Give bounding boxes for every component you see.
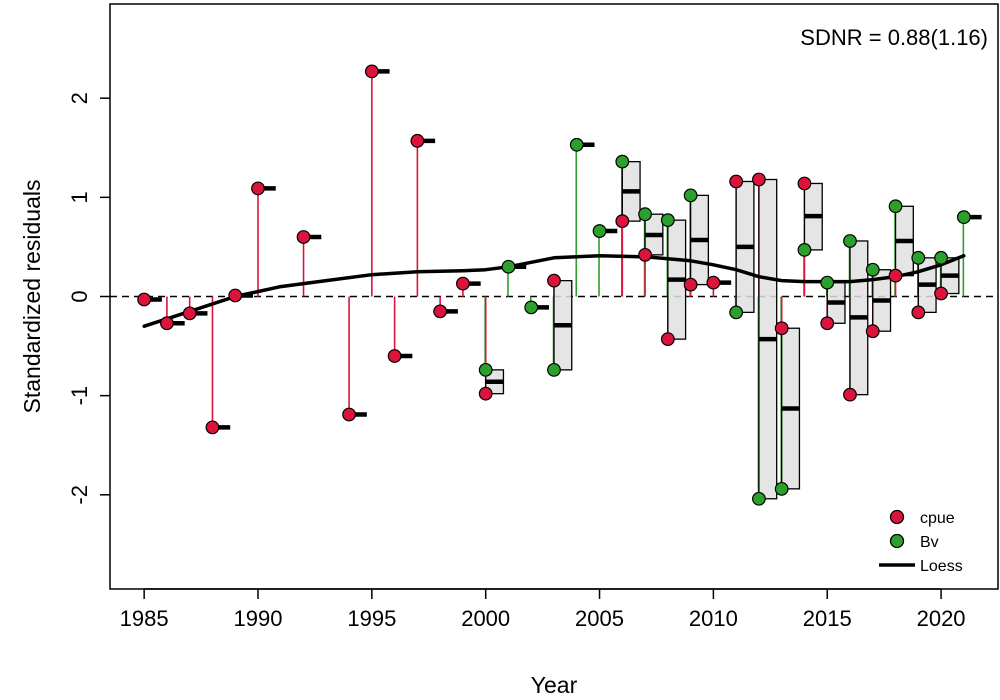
y-tick-label-2: 2 bbox=[67, 92, 92, 104]
y-axis: -2 -1 0 1 2 bbox=[67, 92, 110, 505]
bv-point-2015 bbox=[820, 275, 835, 290]
x-tick-label-2005: 2005 bbox=[575, 606, 624, 631]
x-tick-label-1995: 1995 bbox=[347, 606, 396, 631]
x-axis: 1985 1990 1995 2000 2005 2010 2015 2020 bbox=[120, 588, 966, 631]
x-axis-title: Year bbox=[531, 672, 578, 698]
bv-point-2005 bbox=[592, 224, 607, 238]
plot-area bbox=[110, 64, 998, 506]
cpue-point-1989 bbox=[228, 288, 243, 303]
x-tick-label-1990: 1990 bbox=[234, 606, 283, 631]
cpue-point-2020 bbox=[934, 286, 948, 301]
legend-cpue-marker bbox=[889, 509, 905, 525]
cpue-point-1997 bbox=[410, 133, 425, 148]
cpue-point-2007 bbox=[638, 247, 652, 262]
y-tick-label--1: -1 bbox=[67, 386, 92, 406]
bv-point-2000 bbox=[478, 362, 493, 377]
bv-point-2017 bbox=[865, 262, 880, 277]
bv-point-2016 bbox=[843, 234, 857, 248]
cpue-point-2000 bbox=[478, 386, 493, 401]
residual-points bbox=[137, 64, 971, 506]
legend-bv-marker bbox=[889, 533, 905, 549]
legend: cpue Bv Loess bbox=[879, 509, 963, 575]
y-axis-title: Standardized residuals bbox=[19, 180, 45, 414]
bv-point-2021 bbox=[956, 210, 971, 225]
cpue-point-1985 bbox=[137, 292, 152, 307]
y-tick-label--2: -2 bbox=[67, 485, 92, 505]
bv-point-2007 bbox=[638, 207, 652, 222]
cpue-point-1992 bbox=[296, 230, 311, 244]
legend-cpue-label: cpue bbox=[920, 510, 955, 527]
cpue-point-2018 bbox=[888, 268, 903, 283]
cpue-point-1990 bbox=[251, 181, 265, 196]
bv-point-2003 bbox=[547, 362, 561, 377]
bv-point-2004 bbox=[569, 137, 584, 152]
y-tick-label-1: 1 bbox=[67, 191, 92, 203]
legend-bv-label: Bv bbox=[920, 534, 939, 551]
bv-point-2019 bbox=[911, 250, 926, 265]
bv-point-2009 bbox=[683, 188, 698, 203]
cpue-point-1987 bbox=[182, 306, 197, 321]
cpue-point-2008 bbox=[660, 332, 675, 347]
cpue-point-2016 bbox=[843, 387, 857, 402]
cpue-point-2014 bbox=[797, 176, 812, 191]
bv-point-2020 bbox=[934, 250, 948, 265]
cpue-point-2012 bbox=[752, 172, 766, 187]
loess-line bbox=[142, 254, 966, 328]
cpue-point-1986 bbox=[160, 316, 174, 331]
bv-point-2001 bbox=[501, 259, 516, 274]
cpue-point-1994 bbox=[342, 407, 356, 422]
bv-point-2008 bbox=[660, 213, 675, 228]
cpue-point-2013 bbox=[774, 321, 789, 336]
bv-point-2018 bbox=[888, 199, 903, 214]
cpue-point-1996 bbox=[387, 349, 402, 363]
cpue-point-2011 bbox=[729, 174, 744, 189]
bv-point-2013 bbox=[774, 481, 789, 496]
cpue-point-2003 bbox=[547, 273, 561, 288]
cpue-point-1998 bbox=[433, 304, 448, 319]
bv-point-2011 bbox=[729, 305, 744, 320]
cpue-point-2010 bbox=[706, 275, 721, 290]
cpue-point-1999 bbox=[456, 276, 470, 291]
x-tick-label-2000: 2000 bbox=[461, 606, 510, 631]
legend-loess-label: Loess bbox=[920, 558, 963, 575]
bv-point-2002 bbox=[524, 300, 539, 315]
annual-boxes bbox=[485, 161, 960, 500]
sdnr-annotation: SDNR = 0.88(1.16) bbox=[800, 25, 988, 50]
cpue-point-1988 bbox=[205, 420, 220, 435]
cpue-point-2009 bbox=[683, 277, 698, 292]
y-tick-label-0: 0 bbox=[67, 290, 92, 302]
bv-point-2014 bbox=[797, 242, 812, 257]
x-tick-label-2015: 2015 bbox=[803, 606, 852, 631]
cpue-point-2006 bbox=[615, 214, 630, 229]
cpue-point-1995 bbox=[364, 64, 379, 79]
loess-group bbox=[142, 254, 966, 328]
cpue-point-2015 bbox=[820, 316, 835, 331]
bv-point-2012 bbox=[752, 491, 766, 506]
cpue-point-2017 bbox=[865, 324, 880, 339]
x-tick-label-2020: 2020 bbox=[917, 606, 966, 631]
cpue-point-2019 bbox=[911, 305, 926, 320]
bv-point-2006 bbox=[615, 154, 630, 169]
x-tick-label-2010: 2010 bbox=[689, 606, 738, 631]
x-tick-label-1985: 1985 bbox=[120, 606, 169, 631]
